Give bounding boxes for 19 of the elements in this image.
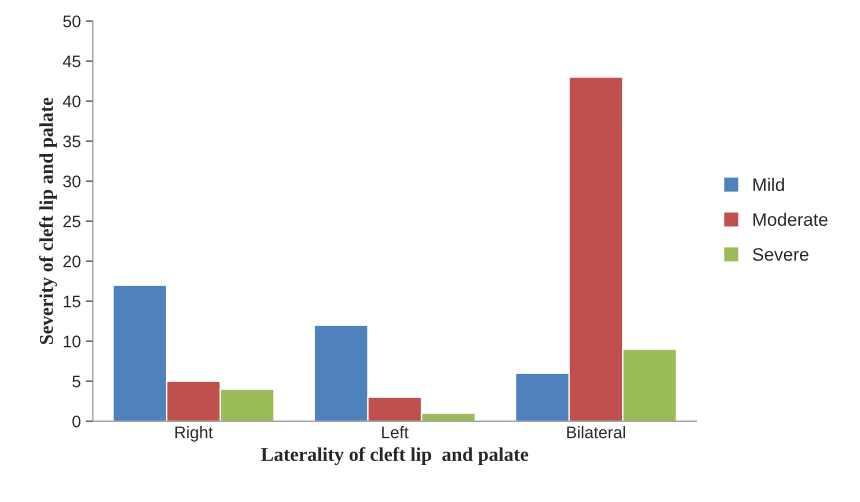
x-tick-label: Left: [382, 426, 409, 438]
y-tick-label: 0: [72, 416, 80, 428]
y-tick-label: 45: [62, 56, 80, 68]
legend-label: Mild: [753, 178, 784, 192]
y-tick-label: 15: [64, 296, 80, 308]
y-tick-label: 25: [63, 216, 80, 228]
y-tick-label: 5: [72, 376, 80, 388]
y-axis-title: Severity of cleft lip and palate: [39, 98, 57, 344]
legend-label: Moderate: [753, 212, 828, 226]
x-axis-title: Laterality of cleft lip and palate: [261, 447, 528, 466]
legend-label: Severe: [752, 248, 808, 261]
y-tick-label: 50: [63, 15, 80, 28]
x-tick-label: Right: [175, 426, 213, 442]
x-tick-label: Bilateral: [567, 426, 625, 438]
y-tick-label: 30: [63, 176, 80, 188]
y-tick-label: 40: [62, 96, 80, 108]
y-tick-label: 35: [63, 136, 80, 148]
y-tick-label: 10: [64, 336, 80, 348]
y-tick-label: 20: [63, 256, 80, 268]
